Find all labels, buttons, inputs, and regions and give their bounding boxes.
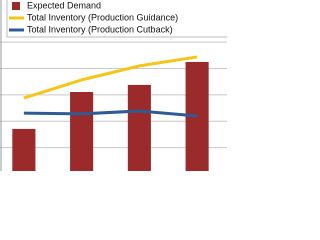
legend-box — [6, 0, 227, 38]
line — [23, 55, 198, 100]
legend-swatch — [12, 2, 20, 10]
legend-label: Total Inventory (Production Guidance) — [27, 12, 178, 22]
line — [23, 109, 198, 118]
chart: Expected Demand Total Inventory (Producti… — [0, 0, 227, 171]
legend-label: Total Inventory (Production Cutback) — [27, 24, 173, 34]
bar — [12, 128, 36, 171]
legend-label: Expected Demand — [27, 0, 101, 10]
bar — [70, 92, 94, 171]
bar — [185, 61, 209, 171]
bar — [127, 84, 151, 171]
